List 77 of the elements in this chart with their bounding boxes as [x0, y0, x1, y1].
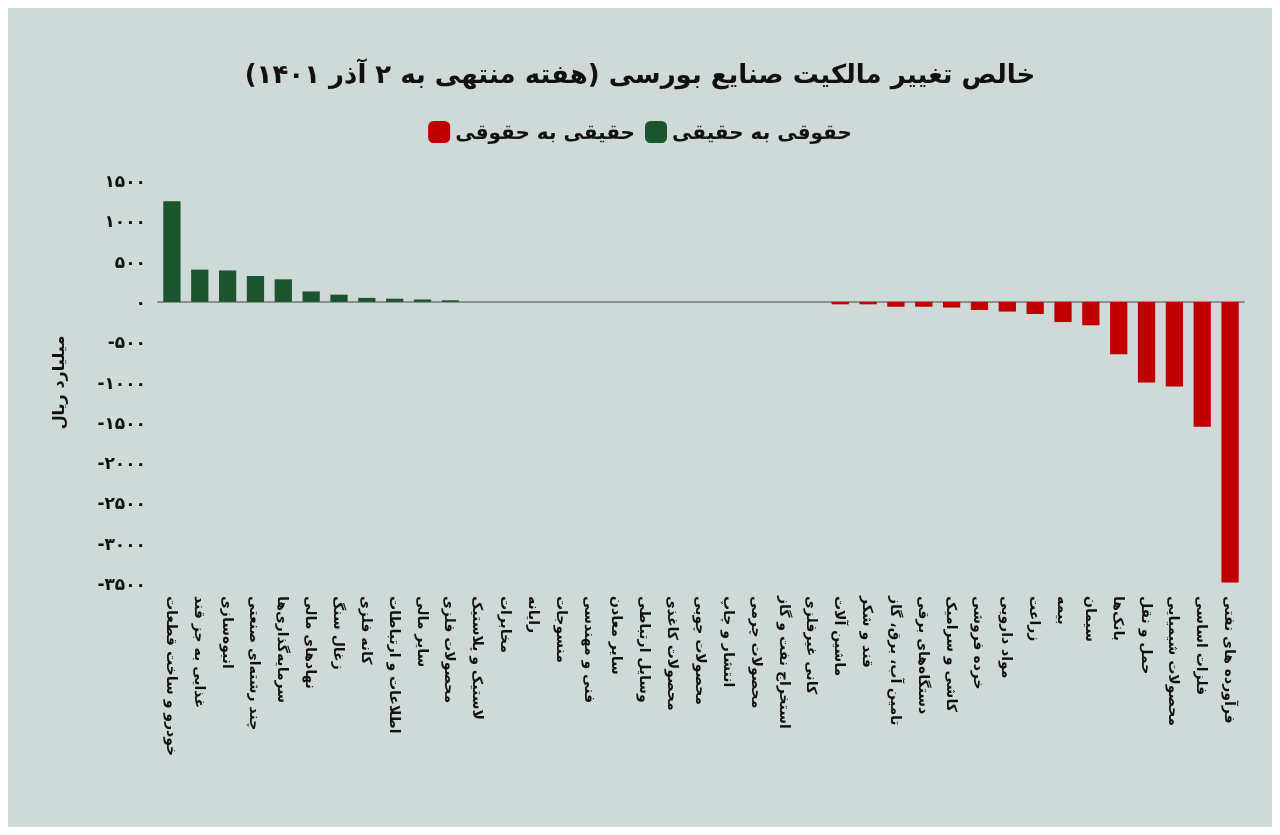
x-tick-label: فنی و مهندسی [580, 596, 598, 704]
x-tick-label: فرآورده های نفتی [1221, 596, 1240, 724]
bar [942, 301, 961, 308]
y-tick-label: -۲۰۰۰ [97, 453, 146, 474]
x-tick-label: غذایی به جز قند [190, 596, 208, 709]
x-tick-label: استخراج نفت و گاز [775, 595, 793, 729]
bar [1165, 301, 1184, 387]
x-tick-label: ماشین آلات [831, 596, 850, 677]
x-tick-label: منسوجات [552, 596, 570, 663]
x-tick-label: کانی غیرفلزی [803, 596, 821, 695]
x-tick-label: زراعت [1027, 596, 1044, 642]
bar [302, 291, 320, 302]
y-tick-label: -۲۵۰۰ [97, 493, 146, 514]
bar [1054, 301, 1072, 323]
x-tick-label: دستگاه‌های برقی [914, 596, 932, 715]
x-tick-label: سایر مالی [413, 596, 431, 668]
bar [1110, 301, 1128, 355]
bar [246, 276, 265, 302]
bar [1193, 301, 1211, 427]
bar [915, 301, 933, 307]
bar [970, 301, 989, 310]
x-tick-label: بانک‌ها [1110, 596, 1127, 642]
x-tick-label: سیمان [1082, 596, 1099, 643]
x-tick-label: محصولات فلزی [441, 596, 459, 704]
bar [274, 279, 292, 302]
bar [1026, 301, 1044, 314]
y-tick-label: -۳۵۰۰ [97, 574, 146, 594]
y-tick-label: ۱۰۰۰ [104, 211, 146, 232]
bar [191, 269, 209, 302]
x-tick-label: حمل و نقل [1137, 596, 1155, 675]
x-tick-label: محصولات چوبی [692, 596, 709, 705]
chart-title: خالص تغییر مالکیت صنایع بورسی (هفته منتهی به ۲ آذر ۱۴۰۱) [244, 58, 1036, 90]
y-axis-title: میلیارد ریال [48, 335, 68, 430]
x-tick-label: محصولات کاغذی [664, 596, 682, 711]
bar [163, 201, 181, 302]
legend-label: حقیقی به حقوقی [455, 120, 635, 144]
y-tick-label: ۱۵۰۰ [104, 171, 146, 191]
bar [1137, 301, 1156, 383]
x-tick-label: اطلاعات و ارتباطات [385, 596, 403, 734]
y-tick-label: -۵۰۰ [107, 332, 146, 353]
x-tick-label: نهادهای مالی [302, 596, 320, 689]
x-tick-label: فلزات اساسی [1193, 596, 1211, 696]
legend-label: حقوقی به حقیقی [672, 120, 852, 144]
bar [1221, 301, 1239, 583]
x-tick-label: لاستیک و پلاستیک [469, 596, 487, 720]
bar [218, 270, 237, 302]
x-tick-label: مخابرات [497, 596, 515, 653]
y-tick-label: ۵۰۰ [114, 251, 146, 272]
bar [358, 297, 376, 302]
x-tick-label: خرده فروشی [970, 596, 988, 690]
x-tick-label: کاشی و سرامیک [942, 596, 960, 713]
bar [330, 294, 348, 302]
bar [1082, 301, 1100, 326]
x-tick-label: سرمایه‌گذاری‌ها [274, 596, 292, 704]
x-tick-label: کانه فلزی [357, 596, 375, 666]
x-tick-label: زغال سنگ [331, 596, 347, 670]
x-tick-label: محصولات چرمی [747, 596, 765, 709]
y-tick-label: -۱۵۰۰ [97, 412, 146, 433]
y-tick-label: ۰ [135, 291, 146, 312]
bar [887, 301, 905, 307]
x-tick-label: خودرو و ساخت قطعات [162, 596, 180, 757]
x-tick-label: وسایل ارتباطی [636, 596, 654, 703]
bar [386, 298, 404, 302]
x-tick-label: تامین آب، برق، گاز [886, 595, 905, 726]
x-tick-label: انبوه‌سازی [218, 596, 236, 669]
x-tick-label: چند رشته‌ای صنعتی [246, 596, 264, 731]
x-tick-label: سایر معادن [608, 596, 626, 675]
x-tick-label: محصولات شیمیایی [1165, 596, 1183, 726]
y-tick-label: -۳۰۰۰ [97, 533, 146, 554]
x-tick-label: قند و شکر [859, 595, 877, 669]
bar [998, 301, 1016, 312]
x-tick-label: انتشار و چاپ [719, 596, 737, 688]
x-tick-label: بیمه [1055, 596, 1071, 625]
x-tick-label: مواد دارویی [998, 596, 1016, 679]
y-tick-label: -۱۰۰۰ [97, 372, 146, 393]
bar [413, 299, 432, 302]
x-tick-label: رایانه [525, 596, 542, 634]
